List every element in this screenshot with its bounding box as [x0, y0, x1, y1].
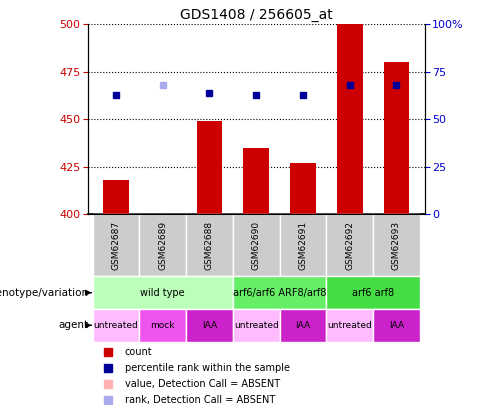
- Bar: [290, 163, 316, 214]
- Bar: [244, 148, 269, 214]
- Text: GSM62689: GSM62689: [158, 221, 167, 270]
- Bar: [326, 214, 373, 276]
- Text: GSM62690: GSM62690: [252, 221, 261, 270]
- Bar: [373, 214, 420, 276]
- Text: untreated: untreated: [94, 321, 138, 330]
- Text: mock: mock: [150, 321, 175, 330]
- Bar: [326, 276, 420, 309]
- Bar: [186, 214, 233, 276]
- Bar: [233, 214, 280, 276]
- Bar: [103, 180, 129, 214]
- Text: rank, Detection Call = ABSENT: rank, Detection Call = ABSENT: [125, 395, 275, 405]
- Bar: [139, 214, 186, 276]
- Bar: [93, 309, 139, 342]
- Bar: [326, 309, 373, 342]
- Text: GSM62693: GSM62693: [392, 221, 401, 270]
- Bar: [280, 214, 326, 276]
- Text: count: count: [125, 347, 153, 357]
- Text: arf6 arf8: arf6 arf8: [352, 288, 394, 298]
- Bar: [384, 62, 409, 214]
- Bar: [233, 309, 280, 342]
- Bar: [337, 24, 363, 214]
- Bar: [373, 309, 420, 342]
- Text: agent: agent: [59, 320, 89, 330]
- Text: GSM62688: GSM62688: [205, 221, 214, 270]
- Text: untreated: untreated: [234, 321, 279, 330]
- Bar: [280, 309, 326, 342]
- Text: percentile rank within the sample: percentile rank within the sample: [125, 363, 290, 373]
- Text: genotype/variation: genotype/variation: [0, 288, 89, 298]
- Text: IAA: IAA: [202, 321, 217, 330]
- Bar: [233, 276, 326, 309]
- Text: GSM62691: GSM62691: [299, 221, 307, 270]
- Text: GSM62687: GSM62687: [111, 221, 121, 270]
- Bar: [93, 276, 233, 309]
- Text: wild type: wild type: [141, 288, 185, 298]
- Title: GDS1408 / 256605_at: GDS1408 / 256605_at: [180, 8, 333, 22]
- Text: GSM62692: GSM62692: [345, 221, 354, 270]
- Bar: [139, 309, 186, 342]
- Bar: [197, 121, 223, 214]
- Bar: [186, 309, 233, 342]
- Bar: [93, 214, 139, 276]
- Text: arf6/arf6 ARF8/arf8: arf6/arf6 ARF8/arf8: [233, 288, 326, 298]
- Text: IAA: IAA: [389, 321, 404, 330]
- Text: untreated: untreated: [327, 321, 372, 330]
- Text: value, Detection Call = ABSENT: value, Detection Call = ABSENT: [125, 379, 280, 389]
- Text: IAA: IAA: [295, 321, 310, 330]
